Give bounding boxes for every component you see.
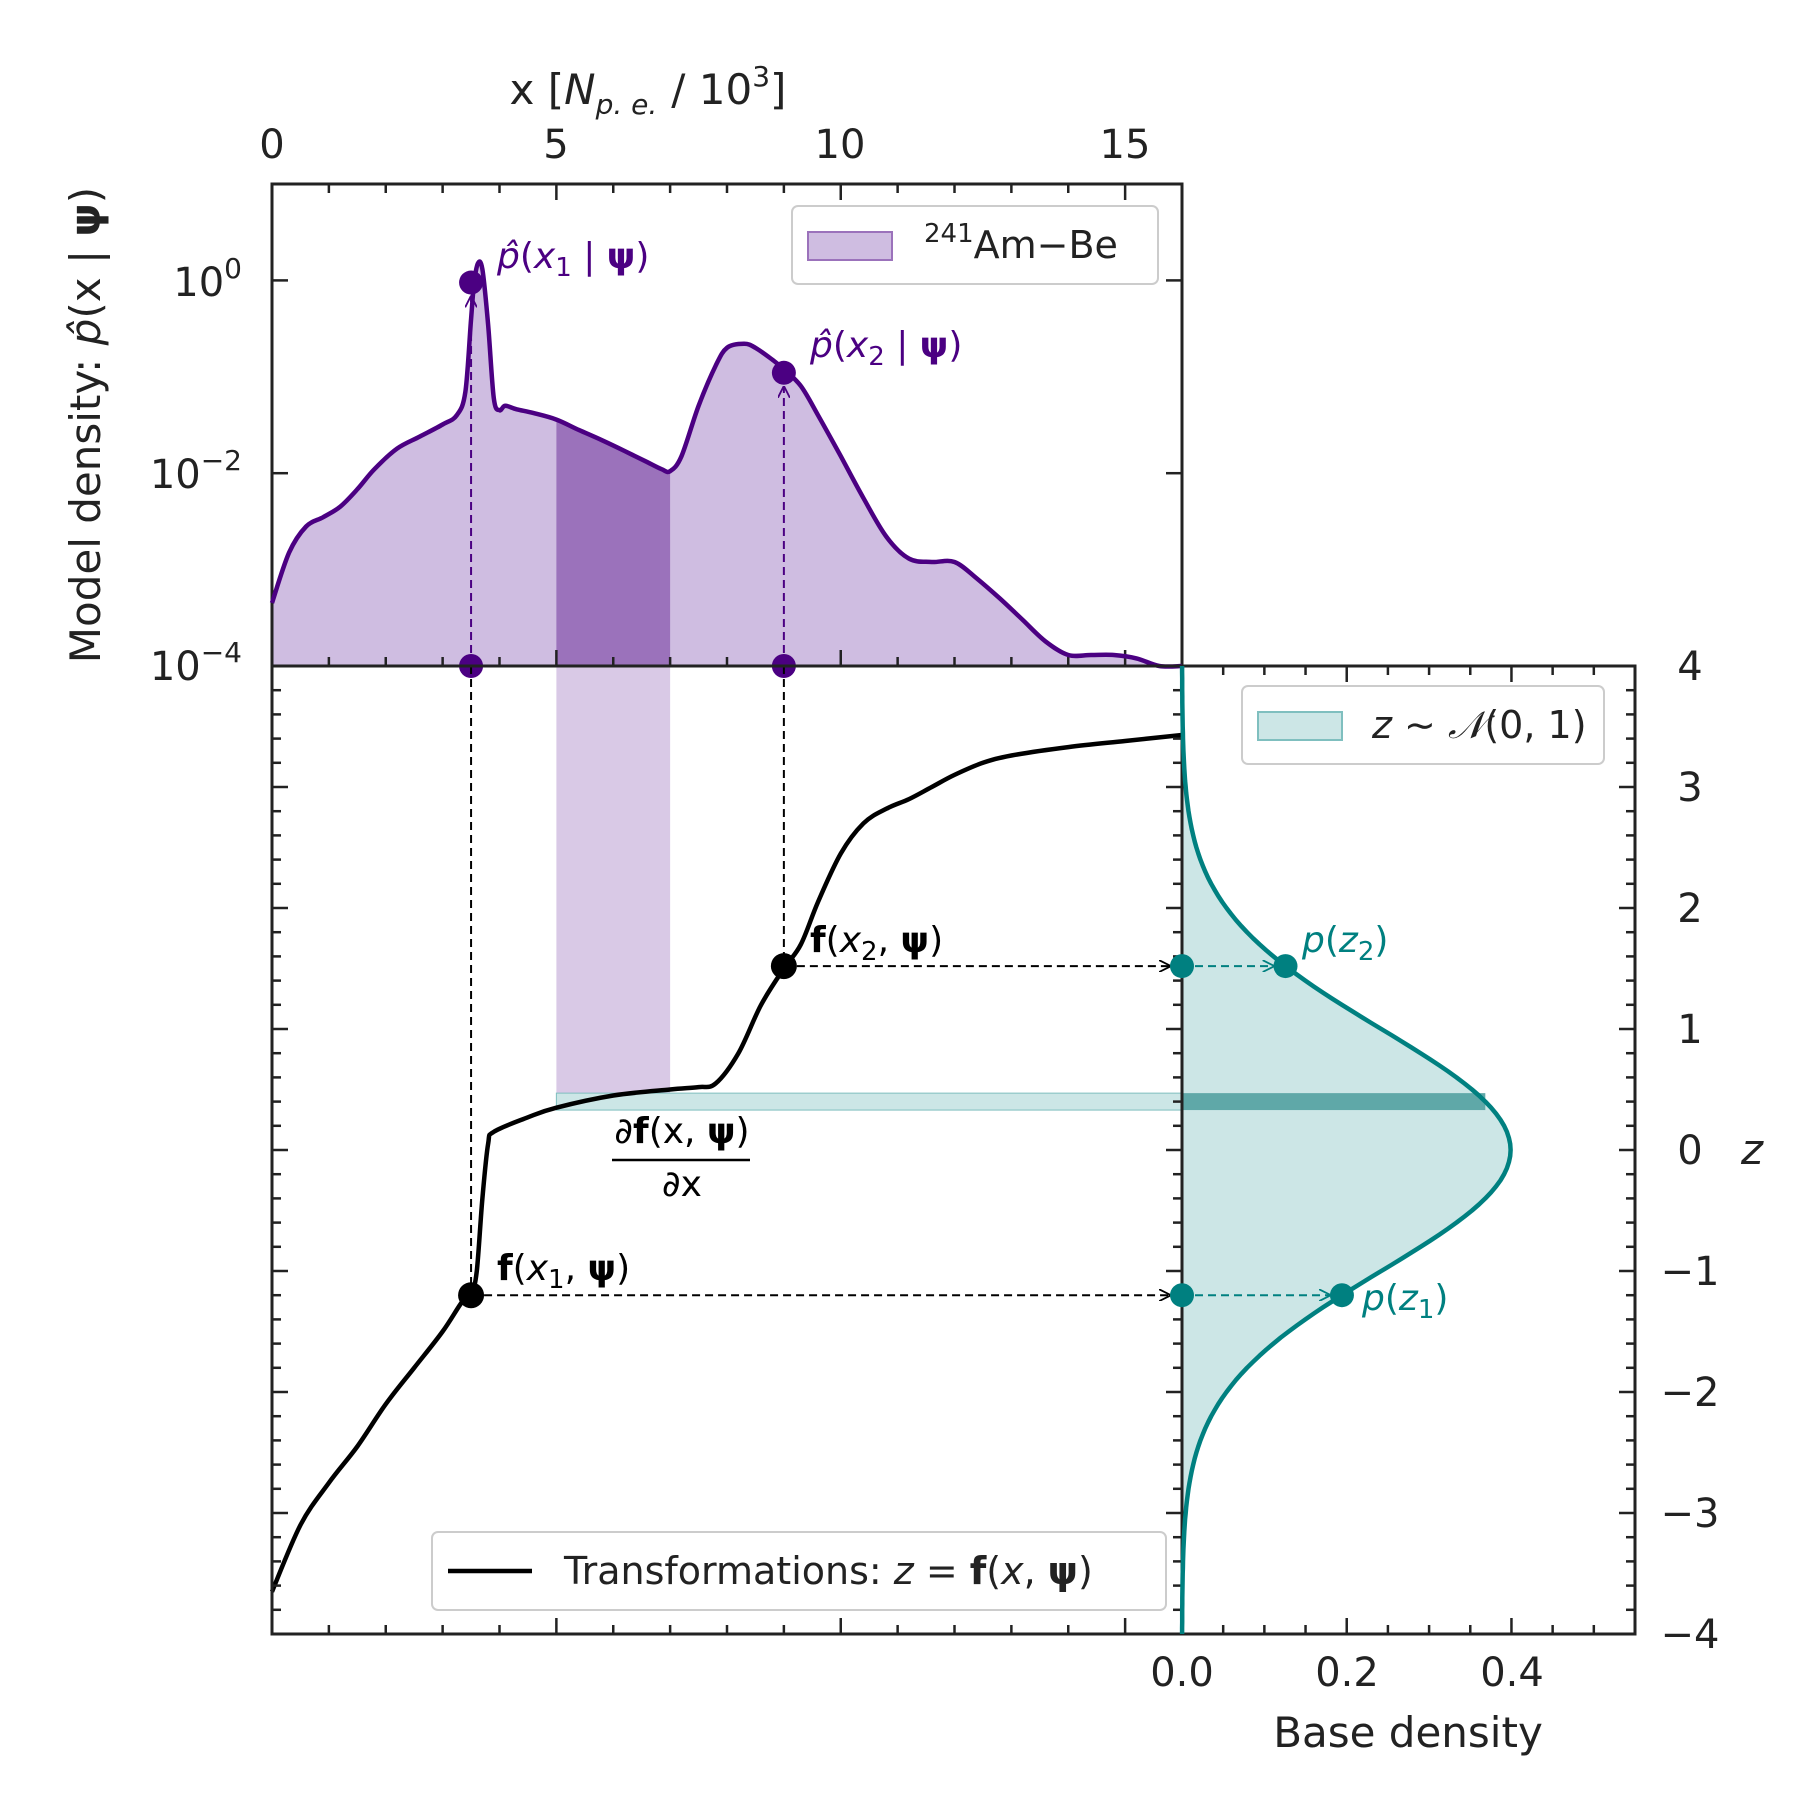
density-legend: 241Am−Be: [791, 205, 1159, 285]
transformation-legend-label: Transformations: z = f(x, ψ): [563, 1549, 1093, 1593]
z-tick-label-neg3: −3: [1661, 1491, 1720, 1537]
z-tick-label-neg2: −2: [1661, 1370, 1720, 1416]
transformation-label-2: f(x2, ψ): [810, 920, 943, 967]
derivative-numerator: ∂f(x, ψ): [614, 1111, 749, 1152]
base-point-2: [1273, 954, 1298, 979]
model-density-panel: p̂(x1 | ψ) p̂(x2 | ψ) 241Am−Be 0 5 10 15…: [61, 60, 1184, 690]
transformation-panel: f(x1, ψ) f(x2, ψ) ∂f(x, ψ) ∂x Transforma…: [269, 664, 1184, 1636]
z-tick-label-2: 2: [1677, 886, 1702, 932]
x-tick-label-0: 0: [259, 122, 284, 168]
density-legend-swatch: [807, 231, 893, 261]
base-x-axis-label: Base density: [1273, 1708, 1543, 1757]
model-density-y-label: Model density: p̂(x | ψ): [61, 187, 110, 663]
transformation-point-2: [770, 953, 797, 980]
base-label-z1: p(z1): [1361, 1278, 1448, 1325]
density-line: [269, 259, 1183, 669]
base-point-1-axis: [1170, 1283, 1194, 1308]
base-density-highlight-band: [1182, 1093, 1486, 1111]
base-legend-swatch: [1257, 711, 1343, 741]
derivative-denominator: ∂x: [662, 1164, 702, 1205]
z-tick-label-1: 1: [1677, 1007, 1702, 1053]
base-density-panel: p(z1) p(z2) z ∼ 𝒩(0, 1) 0.0 0.2 0.4 Base…: [1150, 644, 1764, 1757]
top-x-axis-label: x [Np. e./ 103]: [510, 60, 787, 121]
base-point-1: [1329, 1283, 1354, 1308]
transformation-line: [269, 732, 1183, 1593]
density-point-x2: [771, 360, 796, 385]
y-tick-label-1e-4: 10−4: [150, 636, 242, 690]
y-tick-label-1e0: 100: [173, 252, 242, 306]
top-x-ticks: [270, 184, 1184, 666]
base-legend-label: z ∼ 𝒩(0, 1): [1371, 703, 1587, 747]
transformation-band-horizontal: [555, 1092, 1183, 1111]
density-highlight-band: [556, 419, 671, 666]
transformation-legend: Transformations: z = f(x, ψ): [431, 1531, 1167, 1611]
density-point-x1: [459, 270, 484, 295]
base-x-tick-label-0: 0.0: [1150, 1650, 1214, 1696]
base-x-tick-label-0.4: 0.4: [1480, 1650, 1544, 1696]
base-legend: z ∼ 𝒩(0, 1): [1241, 685, 1605, 765]
transformation-point-1: [458, 1282, 485, 1309]
density-label-x2: p̂(x2 | ψ): [809, 325, 962, 372]
base-density-fill: [1182, 666, 1511, 1634]
transformation-label-1: f(x1, ψ): [497, 1248, 630, 1295]
density-label-x1: p̂(x1 | ψ): [496, 236, 649, 283]
z-tick-label-neg4: −4: [1661, 1612, 1720, 1658]
derivative-annotation: ∂f(x, ψ) ∂x: [612, 1111, 750, 1205]
x-tick-label-10: 10: [815, 122, 866, 168]
density-legend-label: 241Am−Be: [924, 219, 1118, 267]
x-tick-label-5: 5: [543, 122, 568, 168]
base-point-2-axis: [1170, 954, 1194, 979]
z-tick-label-0: 0: [1677, 1128, 1702, 1174]
density-fill: [272, 261, 1182, 667]
base-ticks: [1180, 664, 1637, 1636]
z-axis-label: z: [1740, 1125, 1764, 1174]
base-x-tick-label-0.2: 0.2: [1315, 1650, 1379, 1696]
z-tick-label-neg1: −1: [1661, 1249, 1720, 1295]
y-tick-label-1e-2: 10−2: [150, 444, 242, 498]
z-tick-label-4: 4: [1677, 644, 1702, 690]
x-tick-label-15: 15: [1100, 122, 1151, 168]
z-tick-label-3: 3: [1677, 765, 1702, 811]
transformation-band-vertical: [556, 666, 671, 1108]
base-density-line: [1179, 666, 1513, 1634]
base-label-z2: p(z2): [1301, 920, 1388, 967]
